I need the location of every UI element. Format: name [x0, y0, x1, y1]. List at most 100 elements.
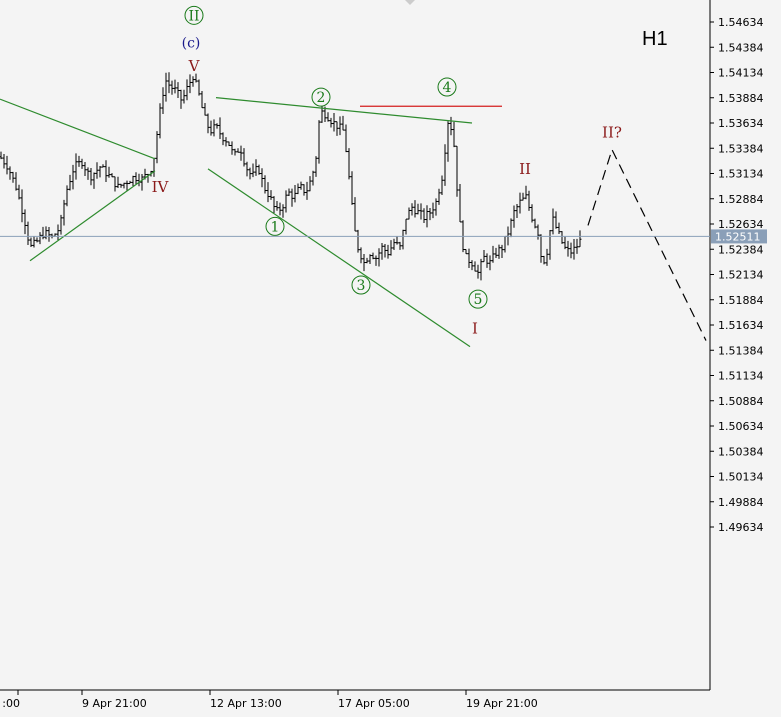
price-tick-label: 1.49884 [718, 496, 764, 509]
ohlc-bar [470, 260, 474, 271]
ohlc-bar [488, 255, 492, 271]
ohlc-bar [92, 172, 96, 189]
ohlc-bar [311, 170, 315, 186]
ohlc-bar [323, 106, 327, 123]
ohlc-bar [11, 171, 15, 183]
ohlc-bar [179, 89, 183, 109]
ohlc-bar [128, 180, 132, 185]
price-axis: 1.54634 1.54384 1.54134 1.53884 1.53634 1.533… [710, 16, 764, 534]
ohlc-bar [449, 116, 453, 136]
ohlc-bar [479, 258, 483, 281]
current-price-label: 1.52511 [715, 230, 761, 243]
wave-label: 3 [357, 278, 366, 294]
price-tick-label: 1.51634 [718, 319, 764, 332]
ohlc-bar [266, 182, 270, 203]
wave-circle [351, 275, 371, 295]
ohlc-bar [248, 167, 252, 180]
ohlc-bar [551, 208, 555, 235]
ohlc-bar [317, 120, 321, 164]
ohlc-bar [431, 202, 435, 219]
time-axis: :00 9 Apr 21:00 12 Apr 13:00 17 Apr 05:00 19… [2, 690, 538, 710]
ohlc-bar [32, 236, 36, 248]
ohlc-bar [239, 145, 243, 161]
ohlc-bar [173, 79, 177, 94]
ohlc-bar [185, 79, 189, 101]
ohlc-bar [17, 184, 21, 200]
ohlc-bar [500, 244, 504, 259]
wave-label: IV [152, 178, 170, 196]
ohlc-bar [263, 175, 267, 194]
ohlc-bar [401, 229, 405, 250]
ohlc-bar [566, 240, 570, 257]
ohlc-bar [197, 79, 201, 96]
ohlc-bar [104, 160, 108, 183]
ohlc-bar [563, 236, 567, 250]
trend-line [29, 170, 156, 262]
ohlc-bar [359, 247, 363, 264]
price-tick-label: 1.54384 [718, 41, 764, 54]
ohlc-bar [158, 103, 162, 139]
price-tick-label: 1.53884 [718, 92, 764, 105]
ohlc-bar [491, 245, 495, 263]
ohlc-bar [440, 175, 444, 196]
ohlc-bar [350, 171, 354, 205]
wave-label: 1 [271, 219, 280, 235]
price-tick-label: 1.50634 [718, 420, 764, 433]
ohlc-bar [251, 163, 255, 178]
ohlc-bar [56, 224, 60, 241]
ohlc-bar [497, 244, 501, 259]
ohlc-bar [473, 261, 477, 272]
wave-circle [311, 87, 331, 107]
ohlc-bar [41, 226, 45, 240]
plot-area [0, 0, 710, 690]
ohlc-bar [212, 119, 216, 137]
price-tick-label: 1.52384 [718, 243, 764, 256]
ohlc-bar [14, 172, 18, 191]
ohlc-bar [434, 198, 438, 216]
ohlc-bar [254, 159, 258, 176]
price-tick-label: 1.53384 [718, 142, 764, 155]
ohlc-bar [329, 117, 333, 128]
ohlc-bar [167, 72, 171, 94]
wave-label: II? [602, 123, 622, 141]
wave-overlay [0, 97, 707, 348]
ohlc-bar [257, 164, 261, 175]
time-tick-label: 12 Apr 13:00 [210, 697, 282, 710]
ohlc-bar [344, 124, 348, 153]
ohlc-bar [398, 241, 402, 250]
ohlc-bar [467, 248, 471, 269]
ohlc-bar [116, 176, 120, 188]
ohlc-bar [443, 144, 447, 186]
ohlc-bar [215, 123, 219, 129]
ohlc-bar [227, 141, 231, 147]
current-price-line-group: 1.52511 [0, 229, 767, 244]
ohlc-bar [23, 209, 27, 235]
ohlc-bar [476, 264, 480, 279]
ohlc-bar [134, 172, 138, 185]
ohlc-bar [236, 148, 240, 153]
ohlc-bar [446, 121, 450, 162]
ohlc-bar [542, 255, 546, 265]
ohlc-bar [221, 132, 225, 146]
trend-line [0, 98, 156, 160]
ohlc-bar [269, 190, 273, 200]
wave-label: 5 [474, 292, 483, 308]
ohlc-bar [407, 207, 411, 220]
ohlc-bar [203, 103, 207, 116]
ohlc-bar [383, 243, 387, 258]
ohlc-bar [140, 173, 144, 191]
ohlc-bar [101, 164, 105, 168]
ohlc-bar [308, 176, 312, 192]
ohlc-bar [74, 153, 78, 180]
ohlc-bar [557, 222, 561, 234]
ohlc-bar [77, 155, 81, 167]
price-tick-label: 1.49634 [718, 521, 764, 534]
ohlc-bar [353, 197, 357, 232]
ohlc-bar [437, 188, 441, 205]
wave-label: II [188, 8, 199, 24]
ohlc-bar [35, 237, 39, 243]
ohlc-bar [5, 155, 9, 175]
ohlc-bar [572, 239, 576, 260]
time-tick-label: :00 [2, 697, 20, 710]
